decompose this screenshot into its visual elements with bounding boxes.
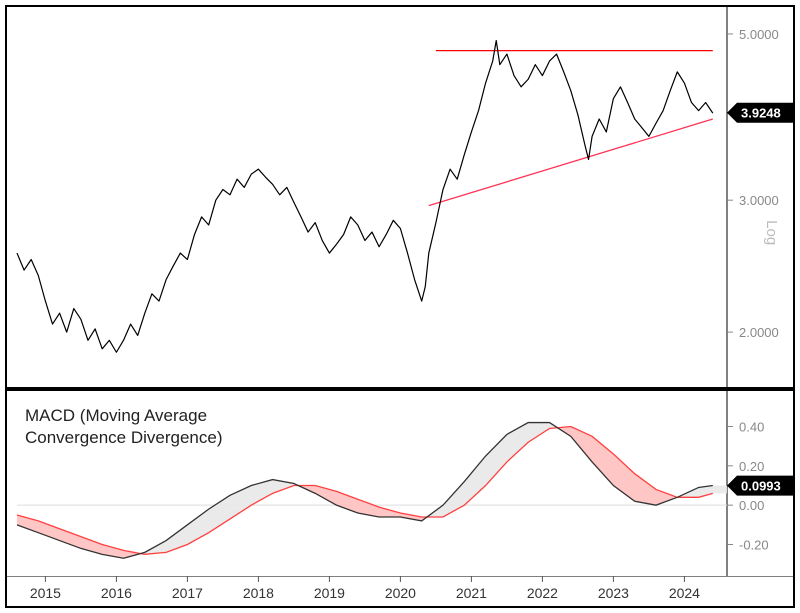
macd-fill: [143, 480, 299, 554]
price-axis-scale-label: Log: [763, 220, 780, 245]
x-axis-panel: 2015 2016 2017 2018 2019 2020 2021 2022 2023 2024: [7, 576, 793, 606]
macd-current-label: 0.0993: [741, 479, 781, 494]
x-tick-label: 2022: [527, 585, 558, 601]
macd-ytick-label: 0.40: [739, 420, 764, 435]
macd-ytick-label: 0.00: [739, 498, 764, 513]
macd-fill: [298, 486, 429, 521]
macd-ytick-label: 0.20: [739, 459, 764, 474]
price-ytick-label: 5.0000: [739, 27, 779, 42]
price-line: [17, 41, 713, 353]
price-current-label: 3.9248: [741, 106, 781, 121]
price-ytick-label: 3.0000: [739, 193, 779, 208]
x-tick-label: 2018: [243, 585, 274, 601]
x-tick-label: 2020: [385, 585, 416, 601]
x-tick-label: 2015: [30, 585, 61, 601]
macd-fill: [429, 423, 557, 517]
x-tick-label: 2021: [456, 585, 487, 601]
price-chart-panel: 2.0000 3.0000 5.0000 Log 3.9248: [7, 7, 793, 387]
macd-chart-panel: -0.20 0.00 0.20 0.40 MACD (Moving Average Con…: [7, 391, 793, 576]
macd-ytick-label: -0.20: [739, 538, 769, 553]
chart-frame: 2.0000 3.0000 5.0000 Log 3.9248 -0.20 0.00 0.2…: [5, 5, 795, 608]
x-tick-label: 2017: [172, 585, 203, 601]
x-tick-label: 2019: [314, 585, 345, 601]
x-tick-label: 2024: [669, 585, 700, 601]
x-tick-label: 2023: [598, 585, 629, 601]
macd-fill: [558, 427, 678, 505]
macd-title-line1: MACD (Moving Average: [25, 406, 207, 425]
price-ytick-label: 2.0000: [739, 325, 779, 340]
macd-title-line2: Convergence Divergence): [25, 428, 223, 447]
x-tick-label: 2016: [101, 585, 132, 601]
